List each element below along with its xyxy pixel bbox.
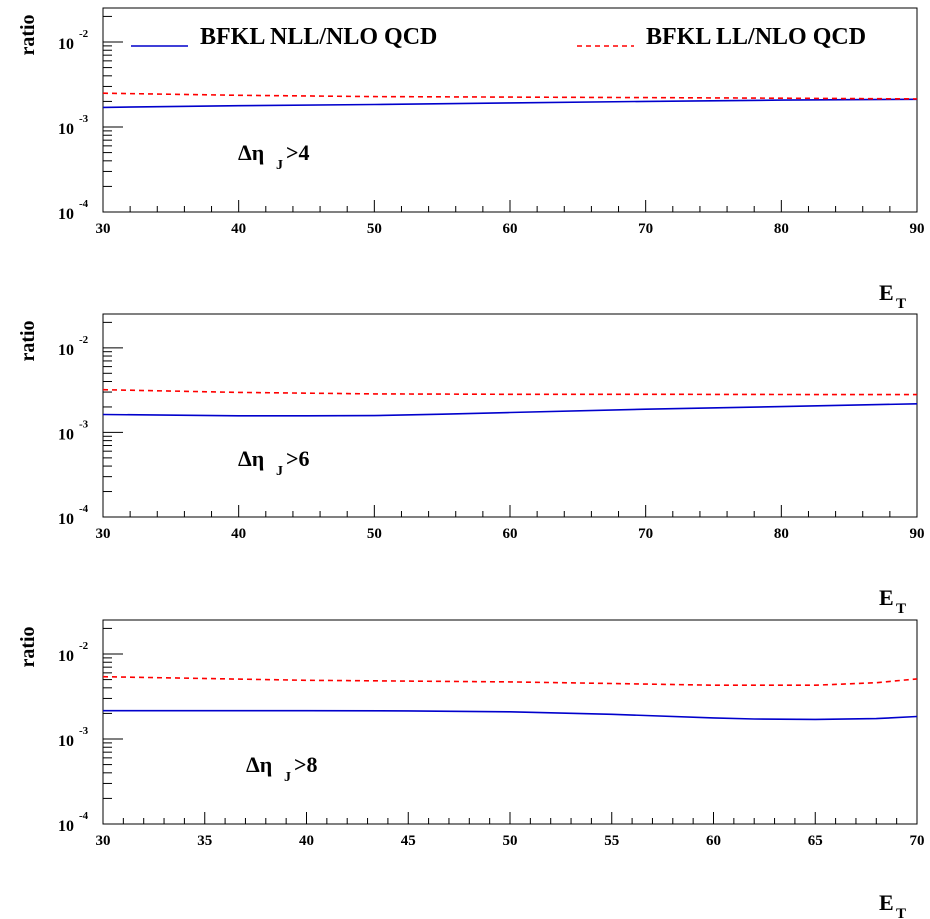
legend: BFKL NLL/NLO QCD BFKL LL/NLO QCD [131,24,866,50]
y-tick-label: 10 -3 [58,113,89,138]
y-tick-label: 10 -4 [58,198,89,223]
cut-annotation: Δη J>8 [246,752,318,785]
chart-panel-1: 30 40 50 60 70 80 90 10 -4 10 -3 10 -2 ratio E T Δη J>4 [17,7,925,312]
y-axis-label: ratio [17,14,39,55]
series-ll-line [102,92,918,100]
series-ll-line [102,675,918,686]
x-tick-label: 40 [231,526,246,542]
annotation-eta: Δη [238,446,264,471]
y-tick-base: 10 [58,818,74,835]
x-tick-label: 90 [910,221,925,237]
cut-annotation: Δη J>6 [238,446,310,479]
legend-label-ll: BFKL LL/NLO QCD [646,24,866,50]
x-tick-label: 70 [910,833,925,849]
series-ll-line [102,388,918,396]
y-tick-base: 10 [58,342,74,359]
y-tick-base: 10 [58,36,74,53]
x-tick-label: 50 [503,833,518,849]
legend-label-nll: BFKL NLL/NLO QCD [200,24,437,50]
x-tick-label: 45 [401,833,416,849]
x-axis-label-sub: T [896,296,906,312]
x-tick-label: 30 [96,526,111,542]
x-tick-label: 50 [367,526,382,542]
y-tick-exponent: -2 [79,334,89,346]
x-tick-label: 90 [910,526,925,542]
annotation-eta: Δη [246,752,272,777]
x-tick-label: 80 [774,526,789,542]
chart-panel-2: 30 40 50 60 70 80 90 10 -4 10 -3 10 -2 ratio E T Δη J>6 [17,313,925,617]
y-tick-label: 10 -3 [58,725,89,750]
annotation-sub: J [284,770,291,785]
y-tick-exponent: -3 [79,725,89,737]
x-axis-label-sub: T [896,601,906,617]
x-axis-label-sub: T [896,906,906,919]
annotation-cut: >8 [294,752,318,777]
y-tick-base: 10 [58,206,74,223]
y-tick-base: 10 [58,648,74,665]
annotation-cut: >4 [286,140,310,165]
x-tick-label: 40 [231,221,246,237]
x-tick-label: 60 [706,833,721,849]
y-tick-base: 10 [58,426,74,443]
y-axis-label: ratio [17,320,39,361]
chart-panel-3: 30 35 40 45 50 55 60 65 70 10 -4 10 -3 10 -2 ratio E T Δη J… [17,619,925,919]
x-axis-label-main: E [879,890,894,915]
y-tick-label: 10 -3 [58,418,89,443]
plot-frame [102,619,918,825]
y-tick-exponent: -2 [79,640,89,652]
y-axis-label: ratio [17,626,39,667]
x-tick-label: 70 [638,526,653,542]
x-tick-label: 40 [299,833,314,849]
y-tick-base: 10 [58,121,74,138]
x-axis-label-main: E [879,585,894,610]
y-tick-exponent: -3 [79,113,89,125]
x-tick-label: 35 [197,833,212,849]
annotation-sub: J [276,158,283,173]
cut-annotation: Δη J>4 [238,140,310,173]
x-tick-label: 70 [638,221,653,237]
annotation-eta: Δη [238,140,264,165]
y-tick-base: 10 [58,733,74,750]
y-tick-label: 10 -4 [58,503,89,528]
x-tick-label: 80 [774,221,789,237]
x-tick-label: 50 [367,221,382,237]
y-tick-label: 10 -2 [58,640,89,665]
y-tick-label: 10 -2 [58,28,89,53]
x-tick-label: 30 [96,833,111,849]
y-tick-exponent: -3 [79,418,89,430]
y-tick-exponent: -4 [79,810,89,822]
x-tick-label: 60 [503,221,518,237]
series-nll-line [103,709,918,721]
x-tick-label: 55 [604,833,619,849]
y-tick-exponent: -4 [79,503,89,515]
y-tick-label: 10 -4 [58,810,89,835]
x-tick-label: 30 [96,221,111,237]
y-tick-base: 10 [58,511,74,528]
series-nll-line [102,98,918,109]
y-tick-exponent: -4 [79,198,89,210]
x-tick-label: 60 [503,526,518,542]
y-tick-label: 10 -2 [58,334,89,359]
series-nll-line [102,403,918,417]
x-tick-label: 65 [808,833,823,849]
y-tick-exponent: -2 [79,28,89,40]
annotation-cut: >6 [286,446,310,471]
x-axis-label-main: E [879,280,894,305]
annotation-sub: J [276,464,283,479]
